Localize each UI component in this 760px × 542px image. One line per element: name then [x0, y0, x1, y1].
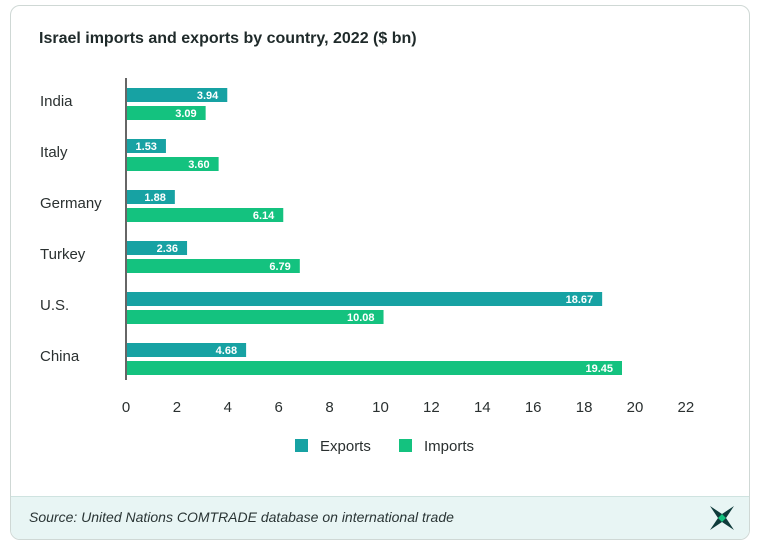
data-label-exports-india: 3.94 — [197, 90, 219, 102]
bar-imports-china — [127, 361, 623, 375]
bar-exports-india — [127, 88, 228, 102]
bar-imports-us — [127, 310, 384, 324]
x-tick-label-14: 14 — [474, 399, 491, 416]
source-note: Source: United Nations COMTRADE database… — [29, 509, 454, 525]
bar-imports-germany — [127, 208, 284, 222]
bar-imports-turkey — [127, 259, 300, 273]
data-label-imports-us: 10.08 — [347, 312, 375, 324]
x-tick-label-8: 8 — [325, 399, 333, 416]
bar-exports-italy — [127, 139, 166, 153]
bar-chart: India 3.943.09 Italy 1.53 3.60 Germany 1.88 6.1… — [40, 78, 695, 455]
data-label-exports-turkey: 2.36 — [157, 243, 178, 255]
category-label-turkey: Turkey — [40, 246, 86, 263]
category-label-india: India — [40, 93, 73, 110]
bar-imports-india — [127, 106, 206, 120]
x-tick-label-16: 16 — [525, 399, 542, 416]
category-label-italy: Italy — [40, 144, 68, 161]
data-label-exports-italy: 1.53 — [136, 141, 157, 153]
data-label-exports-us: 18.67 — [566, 294, 594, 306]
x-tick-label-22: 22 — [678, 399, 695, 416]
bar-imports-italy — [127, 157, 219, 171]
bar-exports-turkey — [127, 241, 188, 255]
category-label-us: U.S. — [40, 297, 69, 314]
legend-swatch-exports — [295, 439, 308, 452]
x-tick-label-10: 10 — [372, 399, 389, 416]
x-tick-label-20: 20 — [627, 399, 644, 416]
x-tick-label-4: 4 — [224, 399, 232, 416]
data-label-imports-india: 3.09 — [175, 108, 196, 120]
chart-card: Israel imports and exports by country, 2… — [10, 5, 750, 540]
data-label-imports-italy: 3.60 — [188, 159, 209, 171]
data-label-exports-china: 4.68 — [216, 345, 237, 357]
legend-swatch-imports — [399, 439, 412, 452]
x-tick-label-12: 12 — [423, 399, 440, 416]
bar-exports-germany — [127, 190, 175, 204]
data-label-exports-germany: 1.88 — [144, 192, 165, 204]
star-x-logo-icon — [710, 506, 734, 530]
data-label-imports-germany: 6.14 — [253, 210, 275, 222]
bar-exports-us — [127, 292, 603, 306]
x-tick-label-0: 0 — [122, 399, 130, 416]
x-tick-label-2: 2 — [173, 399, 181, 416]
category-label-germany: Germany — [40, 195, 102, 212]
bar-exports-china — [127, 343, 247, 357]
footer: Source: United Nations COMTRADE database… — [11, 496, 749, 539]
x-tick-label-6: 6 — [275, 399, 283, 416]
legend-label-imports: Imports — [424, 438, 474, 455]
legend-label-exports: Exports — [320, 438, 371, 455]
chart-title: Israel imports and exports by country, 2… — [39, 30, 417, 47]
data-label-imports-china: 19.45 — [585, 363, 613, 375]
data-label-imports-turkey: 6.79 — [269, 261, 290, 273]
x-tick-label-18: 18 — [576, 399, 593, 416]
category-label-china: China — [40, 348, 80, 365]
